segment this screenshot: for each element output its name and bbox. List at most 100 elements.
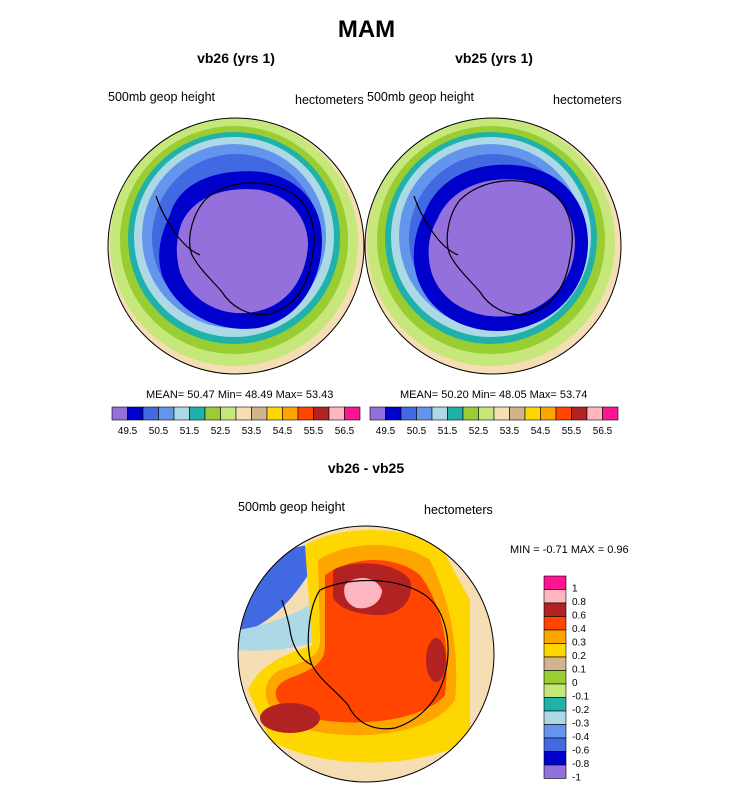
colorbar3-swatch <box>543 710 567 725</box>
map1-border <box>107 117 365 375</box>
colorbar2-swatch <box>509 406 526 421</box>
map3-lightblue-west <box>238 600 318 651</box>
map1-core-purple <box>176 189 308 314</box>
colorbar3-swatch <box>543 575 567 590</box>
colorbar2-tick-label: 53.5 <box>500 426 520 437</box>
map1-antarctica-outline <box>189 182 315 316</box>
colorbar2-tick-label: 50.5 <box>407 426 427 437</box>
panel2-stats: MEAN= 50.20 Min= 48.05 Max= 53.74 <box>400 389 588 401</box>
colorbar2-swatch <box>462 406 479 421</box>
colorbar1-swatch <box>204 406 221 421</box>
colorbar2-swatch <box>540 406 557 421</box>
colorbar3-swatch <box>543 602 567 617</box>
colorbar1-tick-label: 51.5 <box>180 426 200 437</box>
colorbar1-tick-label: 54.5 <box>273 426 293 437</box>
map3-darkred-south <box>260 703 320 733</box>
colorbar2-tick-label: 55.5 <box>562 426 582 437</box>
colorbar3-tick-label: 1 <box>572 584 578 595</box>
colorbar1-tick-label: 55.5 <box>304 426 324 437</box>
colorbar-vb26: 49.5 50.5 51.5 52.5 53.5 54.5 55.5 56.5 <box>111 406 361 437</box>
colorbar2-swatch <box>416 406 433 421</box>
colorbar2-tick-label: 52.5 <box>469 426 489 437</box>
colorbar2-swatch <box>493 406 510 421</box>
colorbar1-tick-label: 52.5 <box>211 426 231 437</box>
map2-antarctica-outline <box>446 180 573 316</box>
colorbar3-swatch <box>543 643 567 658</box>
colorbar1-tick-label: 53.5 <box>242 426 262 437</box>
colorbar1-tick-label: 56.5 <box>335 426 355 437</box>
figure-title: MAM <box>337 16 396 43</box>
map3-peninsula-outline <box>281 599 313 666</box>
colorbar3-swatch <box>543 629 567 644</box>
map2-peninsula-outline <box>413 195 459 256</box>
colorbar2-swatch <box>571 406 588 421</box>
colorbar2-swatch <box>385 406 402 421</box>
colorbar2-swatch <box>478 406 495 421</box>
colorbar3-tick-label: -0.4 <box>572 732 590 743</box>
map1-peninsula-outline <box>155 195 201 256</box>
colorbar-difference: 1 0.8 0.6 0.4 0.3 0.2 0.1 0 -0.1 -0.2 -0.3 -0.4 -0.6… <box>543 575 590 784</box>
colorbar3-swatch <box>543 670 567 685</box>
colorbar1-swatch <box>189 406 206 421</box>
panel2-units-label: hectometers <box>553 93 622 107</box>
map3-darkred-east <box>426 638 446 682</box>
colorbar1-swatch <box>127 406 144 421</box>
colorbar3-tick-label: 0.4 <box>572 624 586 635</box>
colorbar2-tick-label: 56.5 <box>593 426 613 437</box>
colorbar1-swatch <box>173 406 190 421</box>
panel3-stats: MIN = -0.71 MAX = 0.96 <box>510 544 629 556</box>
colorbar2-tick-label: 49.5 <box>376 426 396 437</box>
colorbar2-swatch <box>524 406 541 421</box>
colorbar2-tick-label: 51.5 <box>438 426 458 437</box>
colorbar1-tick-label: 50.5 <box>149 426 169 437</box>
colorbar1-swatch <box>142 406 159 421</box>
colorbar3-tick-label: 0.6 <box>572 611 586 622</box>
colorbar3-tick-label: 0.1 <box>572 665 586 676</box>
colorbar3-swatch <box>543 697 567 712</box>
map2-core-purple <box>428 179 576 317</box>
map3-pink <box>344 578 382 609</box>
colorbar1-swatch <box>235 406 252 421</box>
colorbar3-swatch <box>543 764 567 779</box>
colorbar3-swatch <box>543 656 567 671</box>
colorbar3-swatch <box>543 616 567 631</box>
map3-border <box>237 525 495 783</box>
panel1-title: vb26 (yrs 1) <box>197 50 275 66</box>
colorbar2-tick-label: 54.5 <box>531 426 551 437</box>
colorbar3-tick-label: -0.1 <box>572 692 590 703</box>
colorbar1-swatch <box>220 406 237 421</box>
colorbar3-tick-label: 0 <box>572 678 578 689</box>
colorbar3-tick-label: 0.3 <box>572 638 586 649</box>
colorbar2-swatch <box>555 406 572 421</box>
panel1-stats: MEAN= 50.47 Min= 48.49 Max= 53.43 <box>146 389 334 401</box>
colorbar2-swatch <box>602 406 619 421</box>
panel1-units-label: hectometers <box>295 93 364 107</box>
map-vb26 <box>108 118 364 374</box>
colorbar3-swatch <box>543 683 567 698</box>
colorbar3-tick-label: -0.8 <box>572 759 590 770</box>
colorbar3-tick-label: -1 <box>572 773 581 784</box>
map3-antarctica-outline <box>307 579 449 730</box>
map-difference <box>238 526 494 782</box>
colorbar1-swatch <box>266 406 283 421</box>
colorbar3-tick-label: -0.2 <box>572 705 590 716</box>
colorbar1-swatch <box>344 406 361 421</box>
colorbar1-swatch <box>282 406 299 421</box>
colorbar2-swatch <box>586 406 603 421</box>
map-vb25 <box>365 118 621 374</box>
colorbar1-swatch <box>328 406 345 421</box>
colorbar2-swatch <box>400 406 417 421</box>
colorbar3-swatch <box>543 724 567 739</box>
panel3-variable-label: 500mb geop height <box>238 500 346 514</box>
colorbar3-swatch <box>543 737 567 752</box>
colorbar1-tick-label: 49.5 <box>118 426 138 437</box>
colorbar-vb25: 49.5 50.5 51.5 52.5 53.5 54.5 55.5 56.5 <box>369 406 619 437</box>
colorbar2-swatch <box>369 406 386 421</box>
colorbar2-swatch <box>447 406 464 421</box>
colorbar3-tick-label: -0.3 <box>572 719 590 730</box>
colorbar1-swatch <box>313 406 330 421</box>
colorbar3-tick-label: 0.2 <box>572 651 586 662</box>
colorbar3-tick-label: -0.6 <box>572 746 590 757</box>
panel3-units-label: hectometers <box>424 503 493 517</box>
